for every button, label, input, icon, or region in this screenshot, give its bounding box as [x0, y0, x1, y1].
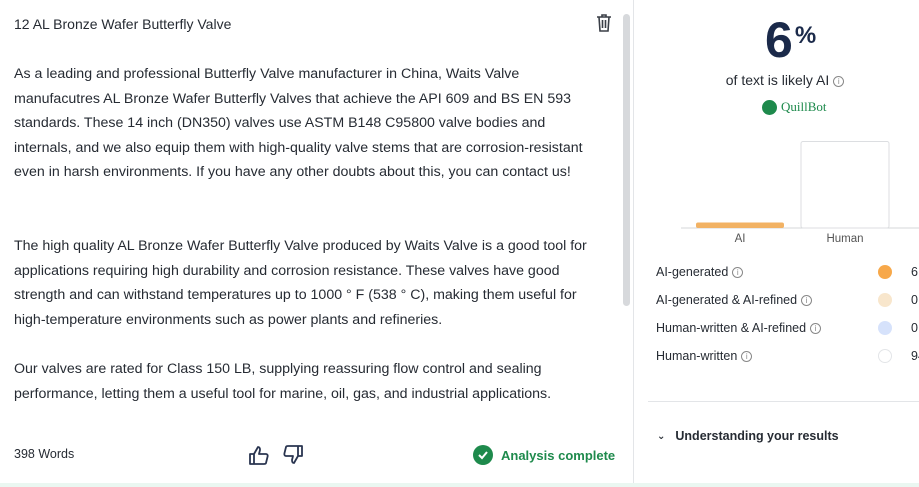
legend-value: 6 — [911, 265, 918, 279]
info-icon[interactable]: i — [833, 75, 845, 87]
thumbs-down-icon[interactable] — [282, 444, 304, 466]
bottom-strip — [0, 483, 919, 487]
quillbot-logo: QuillBot — [762, 99, 827, 115]
legend-dot — [878, 321, 892, 335]
legend-dot — [878, 349, 892, 363]
quillbot-robot-icon — [762, 99, 777, 115]
text-panel: 12 AL Bronze Wafer Butterfly Valve As a … — [0, 0, 634, 483]
legend-value: 0 — [911, 293, 918, 307]
paragraph: The high quality AL Bronze Wafer Butterf… — [14, 237, 587, 328]
info-icon[interactable]: i — [741, 351, 753, 363]
legend-row: Human-written & AI-refined i 0 — [656, 318, 919, 346]
legend-dot — [878, 293, 892, 307]
tick-label: AI — [735, 233, 746, 245]
percent-sign: % — [794, 22, 817, 49]
paragraph: Our valves are rated for Class 150 LB, s… — [14, 360, 552, 402]
ai-percentage: 6% — [765, 12, 816, 68]
legend-row: AI-generated i 6 — [656, 262, 919, 290]
document-body[interactable]: As a leading and professional Butterfly … — [14, 62, 604, 431]
understanding-label: Understanding your results — [675, 429, 839, 443]
paragraph: As a leading and professional Butterfly … — [14, 66, 583, 181]
info-icon[interactable]: i — [732, 267, 744, 279]
legend: AI-generated i 6 AI-generated & AI-refined… — [656, 262, 919, 374]
info-icon[interactable]: i — [810, 323, 822, 335]
bar-human — [800, 141, 890, 229]
trash-icon[interactable] — [596, 14, 612, 32]
legend-label: AI-generated — [656, 265, 729, 279]
legend-row: AI-generated & AI-refined i 0 — [656, 290, 919, 318]
legend-label: AI-generated & AI-refined — [656, 293, 798, 307]
legend-value: 0 — [911, 321, 918, 335]
legend-dot — [878, 265, 892, 279]
status-text: Analysis complete — [501, 447, 616, 463]
info-icon[interactable]: i — [801, 295, 813, 307]
word-count: 398 Words — [14, 447, 75, 461]
legend-label: Human-written & AI-refined — [656, 321, 807, 335]
understanding-results-toggle[interactable]: ⌄ Understanding your results — [657, 429, 839, 443]
legend-label: Human-written — [656, 349, 738, 363]
document-title: 12 AL Bronze Wafer Butterfly Valve — [14, 16, 232, 32]
bar-ai — [696, 222, 784, 228]
check-circle-icon — [473, 445, 493, 465]
caption-text: of text is likely AI — [725, 72, 830, 88]
analysis-status: Analysis complete — [473, 445, 615, 465]
footer: 398 Words Analysis complete — [0, 440, 634, 470]
results-panel: 6% of text is likely AI i QuillBot AI Huma… — [635, 0, 919, 483]
brand-name: QuillBot — [781, 99, 827, 114]
ai-caption: of text is likely AI i — [635, 72, 919, 88]
divider — [648, 401, 919, 402]
scrollbar[interactable] — [623, 14, 630, 306]
chevron-down-icon: ⌄ — [657, 430, 666, 442]
percent-value: 6 — [765, 12, 793, 68]
ai-human-chart: AI Human — [681, 141, 919, 245]
legend-value: 94 — [911, 349, 919, 363]
thumbs-up-icon[interactable] — [248, 444, 270, 466]
tick-label: Human — [826, 233, 863, 245]
